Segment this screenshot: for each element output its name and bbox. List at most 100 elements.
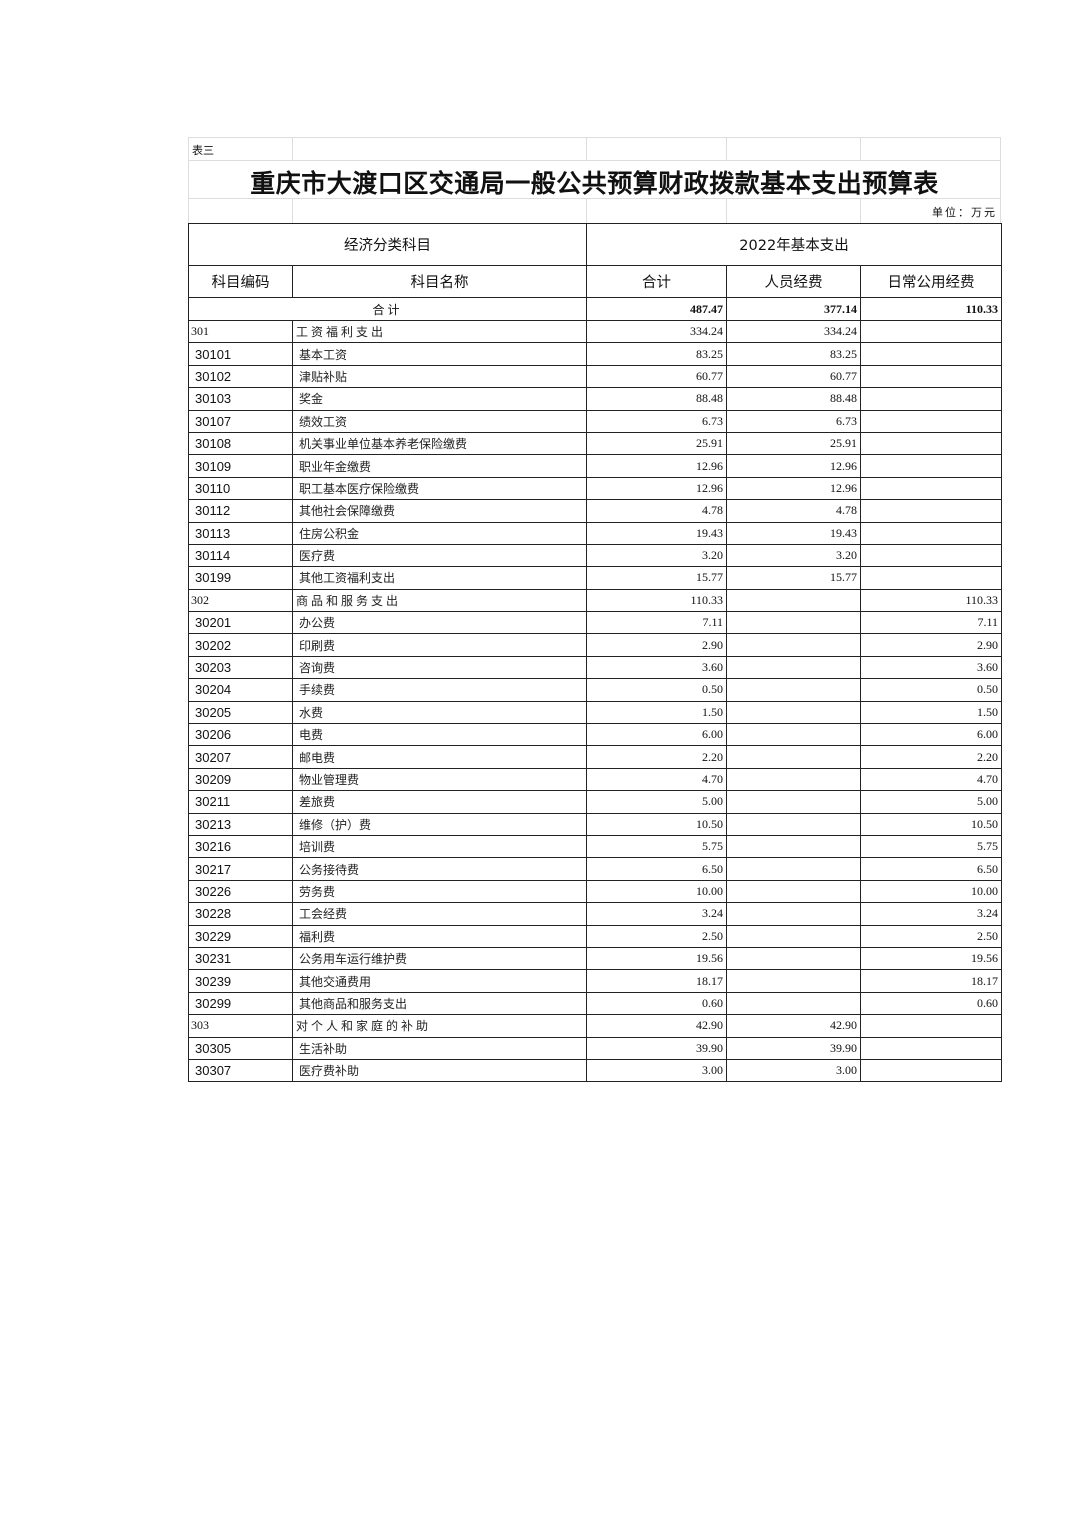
row-personnel: 60.77 [726, 364, 861, 389]
row-total: 0.50 [586, 678, 727, 702]
row-total: 60.77 [586, 364, 727, 389]
row-code: 30217 [188, 857, 293, 881]
total-personnel: 377.14 [726, 297, 861, 321]
header-total: 合计 [586, 265, 727, 298]
row-total: 334.24 [586, 319, 727, 344]
row-public: 7.11 [859, 611, 1003, 635]
row-code: 30229 [188, 924, 293, 948]
row-public [859, 1058, 1003, 1083]
row-total: 4.78 [586, 499, 727, 523]
row-public: 3.60 [859, 655, 1003, 680]
table-row: 30226 劳务费 10.00 10.00 [188, 879, 1003, 904]
table-row: 30217 公务接待费 6.50 6.50 [188, 857, 1003, 881]
row-personnel: 12.96 [726, 454, 861, 478]
table-row: 30209 物业管理费 4.70 4.70 [188, 767, 1003, 792]
row-name: 维修（护）费 [292, 812, 587, 836]
row-code: 30109 [188, 454, 293, 478]
table-row: 30202 印刷费 2.90 2.90 [188, 633, 1003, 657]
row-public: 10.50 [859, 812, 1003, 836]
table-row: 30307 医疗费补助 3.00 3.00 [188, 1058, 1003, 1083]
row-public: 0.50 [859, 678, 1003, 702]
table-row: 30112 其他社会保障缴费 4.78 4.78 [188, 499, 1003, 523]
row-public: 3.24 [859, 902, 1003, 926]
table-row: 30108 机关事业单位基本养老保险缴费 25.91 25.91 [188, 431, 1003, 456]
row-public [859, 499, 1003, 523]
row-name: 差旅费 [292, 790, 587, 814]
row-total: 4.70 [586, 767, 727, 792]
row-personnel: 25.91 [726, 431, 861, 456]
row-total: 5.75 [586, 834, 727, 859]
row-total: 6.73 [586, 409, 727, 433]
table-row: 30199 其他工资福利支出 15.77 15.77 [188, 566, 1003, 590]
row-total: 15.77 [586, 566, 727, 590]
row-code: 30199 [188, 566, 293, 590]
row-name: 办公费 [292, 611, 587, 635]
row-personnel: 3.00 [726, 1058, 861, 1083]
row-public [859, 454, 1003, 478]
row-total: 19.43 [586, 521, 727, 545]
table-row: 30101 基本工资 83.25 83.25 [188, 342, 1003, 366]
row-public [859, 342, 1003, 366]
row-code: 30108 [188, 431, 293, 456]
row-public [859, 476, 1003, 501]
row-name: 咨询费 [292, 655, 587, 680]
row-name: 医疗费 [292, 543, 587, 568]
budget-sheet: 表三 重庆市大渡口区交通局一般公共预算财政拨款基本支出预算表 单位：万元 经济分… [188, 137, 1003, 1083]
row-code: 30204 [188, 678, 293, 702]
row-personnel: 83.25 [726, 342, 861, 366]
row-public: 4.70 [859, 767, 1003, 792]
row-code: 30206 [188, 723, 293, 747]
row-personnel [726, 633, 861, 657]
table-row: 30213 维修（护）费 10.50 10.50 [188, 812, 1003, 836]
row-name: 其他社会保障缴费 [292, 499, 587, 523]
row-total: 19.56 [586, 946, 727, 971]
header-econ-class: 经济分类科目 [188, 223, 587, 266]
table-row: 301 工资福利支出 334.24 334.24 [188, 319, 1003, 344]
row-public [859, 1014, 1003, 1038]
row-total: 10.00 [586, 879, 727, 904]
row-name: 物业管理费 [292, 767, 587, 792]
row-code: 30107 [188, 409, 293, 433]
row-personnel [726, 745, 861, 769]
row-total: 3.20 [586, 543, 727, 568]
row-total: 18.17 [586, 969, 727, 993]
row-public: 2.50 [859, 924, 1003, 948]
row-code: 30231 [188, 946, 293, 971]
row-code: 30216 [188, 834, 293, 859]
row-name: 邮电费 [292, 745, 587, 769]
row-name: 商品和服务支出 [292, 588, 587, 613]
budget-table: 经济分类科目 2022年基本支出 科目编码 科目名称 合计 人员经费 日常公用经… [188, 223, 1003, 1083]
row-name: 其他工资福利支出 [292, 566, 587, 590]
row-public [859, 543, 1003, 568]
row-code: 30228 [188, 902, 293, 926]
table-row: 30201 办公费 7.11 7.11 [188, 611, 1003, 635]
row-code: 30201 [188, 611, 293, 635]
row-personnel: 6.73 [726, 409, 861, 433]
table-row: 30239 其他交通费用 18.17 18.17 [188, 969, 1003, 993]
row-code: 30112 [188, 499, 293, 523]
row-personnel [726, 946, 861, 971]
row-name: 职业年金缴费 [292, 454, 587, 478]
unit-label: 单位：万元 [932, 206, 997, 219]
row-name: 劳务费 [292, 879, 587, 904]
row-public [859, 387, 1003, 411]
row-name: 基本工资 [292, 342, 587, 366]
row-personnel [726, 834, 861, 859]
row-personnel [726, 655, 861, 680]
row-total: 3.60 [586, 655, 727, 680]
row-public [859, 431, 1003, 456]
table-row: 30103 奖金 88.48 88.48 [188, 387, 1003, 411]
row-personnel [726, 902, 861, 926]
row-public: 5.00 [859, 790, 1003, 814]
header-row: 科目编码 科目名称 合计 人员经费 日常公用经费 [188, 265, 1003, 298]
row-name: 绩效工资 [292, 409, 587, 433]
table-row: 30299 其他商品和服务支出 0.60 0.60 [188, 991, 1003, 1016]
row-code: 30114 [188, 543, 293, 568]
row-public [859, 409, 1003, 433]
row-public [859, 1036, 1003, 1060]
row-public: 19.56 [859, 946, 1003, 971]
row-total: 2.50 [586, 924, 727, 948]
row-personnel: 334.24 [726, 319, 861, 344]
row-name: 其他商品和服务支出 [292, 991, 587, 1016]
row-personnel [726, 723, 861, 747]
